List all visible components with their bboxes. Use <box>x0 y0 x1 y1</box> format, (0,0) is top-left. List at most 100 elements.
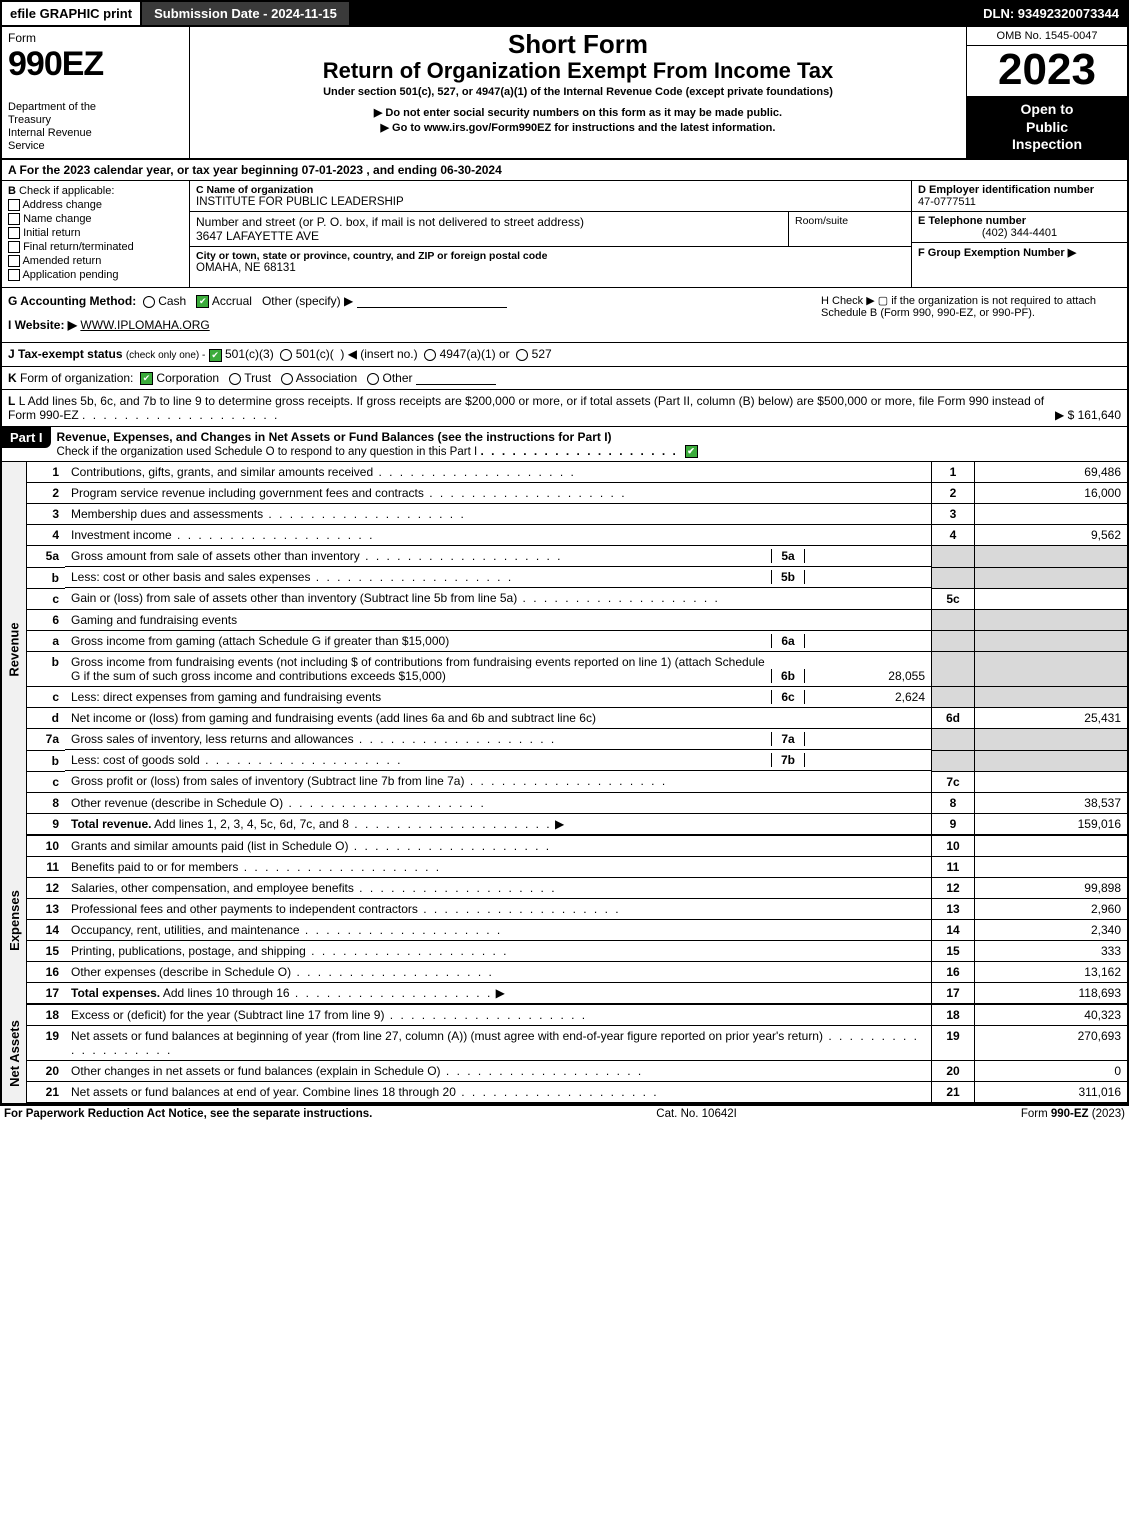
submission-date: Submission Date - 2024-11-15 <box>142 2 349 25</box>
check-application-pending[interactable]: Application pending <box>8 269 183 281</box>
section-c: C Name of organization INSTITUTE FOR PUB… <box>190 181 912 288</box>
line-k: K Form of organization: ✔ Corporation Tr… <box>0 367 1129 390</box>
k-assoc-radio[interactable] <box>281 373 293 385</box>
footer-mid: Cat. No. 10642I <box>656 1108 737 1120</box>
l7c-value <box>975 771 1128 792</box>
footer-right: Form 990-EZ (2023) <box>1021 1108 1125 1120</box>
j-4947-radio[interactable] <box>424 349 436 361</box>
l18-value: 40,323 <box>975 1005 1128 1026</box>
check-initial-return[interactable]: Initial return <box>8 227 183 239</box>
line-j: J Tax-exempt status (check only one) - ✔… <box>0 343 1129 366</box>
efile-print-button[interactable]: efile GRAPHIC print <box>2 2 142 25</box>
g-accrual-check[interactable]: ✔ <box>196 295 209 308</box>
expenses-side-label: Expenses <box>2 836 27 1005</box>
part-i-header-row: Part I Revenue, Expenses, and Changes in… <box>0 427 1129 462</box>
section-def: D Employer identification number 47-0777… <box>912 181 1127 288</box>
check-amended-return[interactable]: Amended return <box>8 255 183 267</box>
part-i-desc: Revenue, Expenses, and Changes in Net As… <box>51 427 1127 461</box>
topbar-spacer <box>349 2 975 25</box>
net-assets-section: Net Assets 18Excess or (deficit) for the… <box>0 1005 1129 1105</box>
c-room-label: Room/suite <box>789 212 911 246</box>
k-corp-check[interactable]: ✔ <box>140 372 153 385</box>
c-name-label: C Name of organization <box>196 184 905 196</box>
l9-value: 159,016 <box>975 813 1128 835</box>
e-label: E Telephone number <box>918 215 1121 227</box>
f-label: F Group Exemption Number ▶ <box>918 246 1121 259</box>
j-501c-radio[interactable] <box>280 349 292 361</box>
part-i-label: Part I <box>2 427 51 448</box>
l6b-value: 28,055 <box>804 669 925 683</box>
form-header: Form 990EZ Department of theTreasuryInte… <box>0 27 1129 160</box>
instr-line-2: ▶ Go to www.irs.gov/Form990EZ for instru… <box>198 121 958 134</box>
k-other-input[interactable] <box>416 372 496 385</box>
netassets-table: 18Excess or (deficit) for the year (Subt… <box>27 1005 1127 1103</box>
title-cell: Short Form Return of Organization Exempt… <box>190 27 967 158</box>
check-address-change[interactable]: Address change <box>8 199 183 211</box>
form-code: 990EZ <box>8 45 183 84</box>
l3-value <box>975 504 1128 525</box>
c-city-label: City or town, state or province, country… <box>196 250 905 262</box>
dln-number: DLN: 93492320073344 <box>975 2 1127 25</box>
line-l: L L Add lines 5b, 6c, and 7b to line 9 t… <box>0 390 1129 427</box>
c-street-label: Number and street (or P. O. box, if mail… <box>196 215 782 229</box>
l19-value: 270,693 <box>975 1025 1128 1060</box>
l4-value: 9,562 <box>975 525 1128 546</box>
check-name-change[interactable]: Name change <box>8 213 183 225</box>
l6d-value: 25,431 <box>975 708 1128 729</box>
form-id-cell: Form 990EZ Department of theTreasuryInte… <box>2 27 190 158</box>
b-subtitle: Check if applicable: <box>19 185 114 197</box>
open-to-public: Open to Public Inspection <box>967 97 1127 158</box>
revenue-side-label: Revenue <box>2 462 27 836</box>
expenses-section: Expenses 10Grants and similar amounts pa… <box>0 836 1129 1005</box>
instr-line-1: ▶ Do not enter social security numbers o… <box>198 106 958 119</box>
omb-number: OMB No. 1545-0047 <box>967 27 1127 46</box>
l6c-value: 2,624 <box>804 690 925 704</box>
revenue-section: Revenue 1Contributions, gifts, grants, a… <box>0 462 1129 836</box>
part-i-scho-check[interactable]: ✔ <box>685 445 698 458</box>
l17-value: 118,693 <box>975 982 1128 1004</box>
l5c-value <box>975 588 1128 609</box>
l8-value: 38,537 <box>975 792 1128 813</box>
e-value: (402) 344-4401 <box>918 227 1121 239</box>
l2-value: 16,000 <box>975 483 1128 504</box>
g-cash-radio[interactable] <box>143 296 155 308</box>
l10-value <box>975 836 1128 857</box>
footer-left: For Paperwork Reduction Act Notice, see … <box>4 1108 372 1120</box>
netassets-side-label: Net Assets <box>2 1005 27 1103</box>
i-website[interactable]: WWW.IPLOMAHA.ORG <box>80 318 209 332</box>
l16-value: 13,162 <box>975 961 1128 982</box>
l-value: ▶ $ 161,640 <box>1045 408 1121 422</box>
l15-value: 333 <box>975 940 1128 961</box>
expenses-table: 10Grants and similar amounts paid (list … <box>27 836 1127 1005</box>
year-cell: OMB No. 1545-0047 2023 Open to Public In… <box>967 27 1127 158</box>
d-label: D Employer identification number <box>918 184 1121 196</box>
c-city-value: OMAHA, NE 68131 <box>196 262 905 274</box>
l20-value: 0 <box>975 1060 1128 1081</box>
l13-value: 2,960 <box>975 898 1128 919</box>
j-501c3-check[interactable]: ✔ <box>209 349 222 362</box>
under-section: Under section 501(c), 527, or 4947(a)(1)… <box>198 86 958 98</box>
g-other-input[interactable] <box>357 295 507 308</box>
instructions: ▶ Do not enter social security numbers o… <box>198 104 958 136</box>
c-name-value: INSTITUTE FOR PUBLIC LEADERSHIP <box>196 196 905 208</box>
main-title: Return of Organization Exempt From Incom… <box>198 58 958 84</box>
l14-value: 2,340 <box>975 919 1128 940</box>
c-street-value: 3647 LAFAYETTE AVE <box>196 229 782 243</box>
d-value: 47-0777511 <box>918 196 1121 208</box>
j-527-radio[interactable] <box>516 349 528 361</box>
short-form-title: Short Form <box>198 29 958 60</box>
l12-value: 99,898 <box>975 877 1128 898</box>
section-bcdef: B Check if applicable: Address change Na… <box>0 181 1129 289</box>
check-final-return[interactable]: Final return/terminated <box>8 241 183 253</box>
top-bar: efile GRAPHIC print Submission Date - 20… <box>0 0 1129 27</box>
dept-text: Department of theTreasuryInternal Revenu… <box>8 101 183 154</box>
k-trust-radio[interactable] <box>229 373 241 385</box>
b-label: B <box>8 185 16 197</box>
page-footer: For Paperwork Reduction Act Notice, see … <box>0 1105 1129 1122</box>
section-b: B Check if applicable: Address change Na… <box>2 181 190 288</box>
k-other-radio[interactable] <box>367 373 379 385</box>
gh-row: G Accounting Method: Cash ✔ Accrual Othe… <box>0 288 1129 343</box>
l21-value: 311,016 <box>975 1081 1128 1102</box>
l1-value: 69,486 <box>975 462 1128 483</box>
i-label: I Website: ▶ <box>8 318 77 332</box>
